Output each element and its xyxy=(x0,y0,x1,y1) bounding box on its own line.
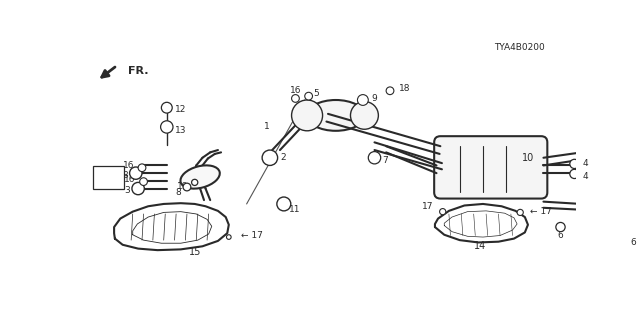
FancyBboxPatch shape xyxy=(93,166,124,189)
Text: 1: 1 xyxy=(264,123,270,132)
Circle shape xyxy=(183,183,191,191)
Circle shape xyxy=(132,182,145,195)
Circle shape xyxy=(262,150,278,165)
Text: 19: 19 xyxy=(177,182,189,191)
Text: 6: 6 xyxy=(630,238,636,247)
Text: 10: 10 xyxy=(522,153,534,163)
Ellipse shape xyxy=(180,165,220,188)
Circle shape xyxy=(358,95,368,105)
Text: TYA4B0200: TYA4B0200 xyxy=(494,43,545,52)
Circle shape xyxy=(628,230,638,239)
Text: 13: 13 xyxy=(175,126,186,135)
Text: 3: 3 xyxy=(122,171,128,180)
Text: 16: 16 xyxy=(124,175,136,184)
Text: ← 17: ← 17 xyxy=(529,207,552,216)
Circle shape xyxy=(440,209,446,215)
Text: 16: 16 xyxy=(290,86,301,95)
Text: 5: 5 xyxy=(314,89,319,98)
Circle shape xyxy=(368,152,381,164)
Text: ← 17: ← 17 xyxy=(241,231,263,240)
Text: 4: 4 xyxy=(582,172,588,181)
Circle shape xyxy=(292,100,323,131)
Circle shape xyxy=(130,167,142,179)
Circle shape xyxy=(570,169,579,179)
Circle shape xyxy=(292,95,300,102)
Text: 6: 6 xyxy=(557,231,563,240)
Text: 18: 18 xyxy=(399,84,411,93)
Circle shape xyxy=(517,209,524,215)
Circle shape xyxy=(227,235,231,239)
Circle shape xyxy=(351,101,378,129)
Text: 3: 3 xyxy=(125,186,131,195)
FancyBboxPatch shape xyxy=(434,136,547,198)
Circle shape xyxy=(305,92,312,100)
Circle shape xyxy=(161,121,173,133)
Circle shape xyxy=(386,87,394,95)
Circle shape xyxy=(570,159,579,169)
Text: 16: 16 xyxy=(123,161,134,170)
Circle shape xyxy=(138,164,146,172)
Text: 12: 12 xyxy=(175,105,186,114)
Circle shape xyxy=(277,197,291,211)
Text: 17: 17 xyxy=(422,202,433,211)
Text: FR.: FR. xyxy=(128,66,148,76)
Text: 11: 11 xyxy=(289,205,301,214)
Circle shape xyxy=(140,178,147,186)
Text: 14: 14 xyxy=(474,241,486,251)
Text: E-4: E-4 xyxy=(101,174,116,183)
Circle shape xyxy=(161,102,172,113)
Text: 7: 7 xyxy=(382,156,388,164)
Text: 2: 2 xyxy=(280,153,285,162)
Text: 8: 8 xyxy=(175,188,180,197)
Text: 15: 15 xyxy=(189,247,201,258)
Circle shape xyxy=(556,222,565,232)
Text: 9: 9 xyxy=(371,94,377,103)
Circle shape xyxy=(191,179,198,186)
Ellipse shape xyxy=(307,100,365,131)
Text: 4: 4 xyxy=(582,159,588,168)
